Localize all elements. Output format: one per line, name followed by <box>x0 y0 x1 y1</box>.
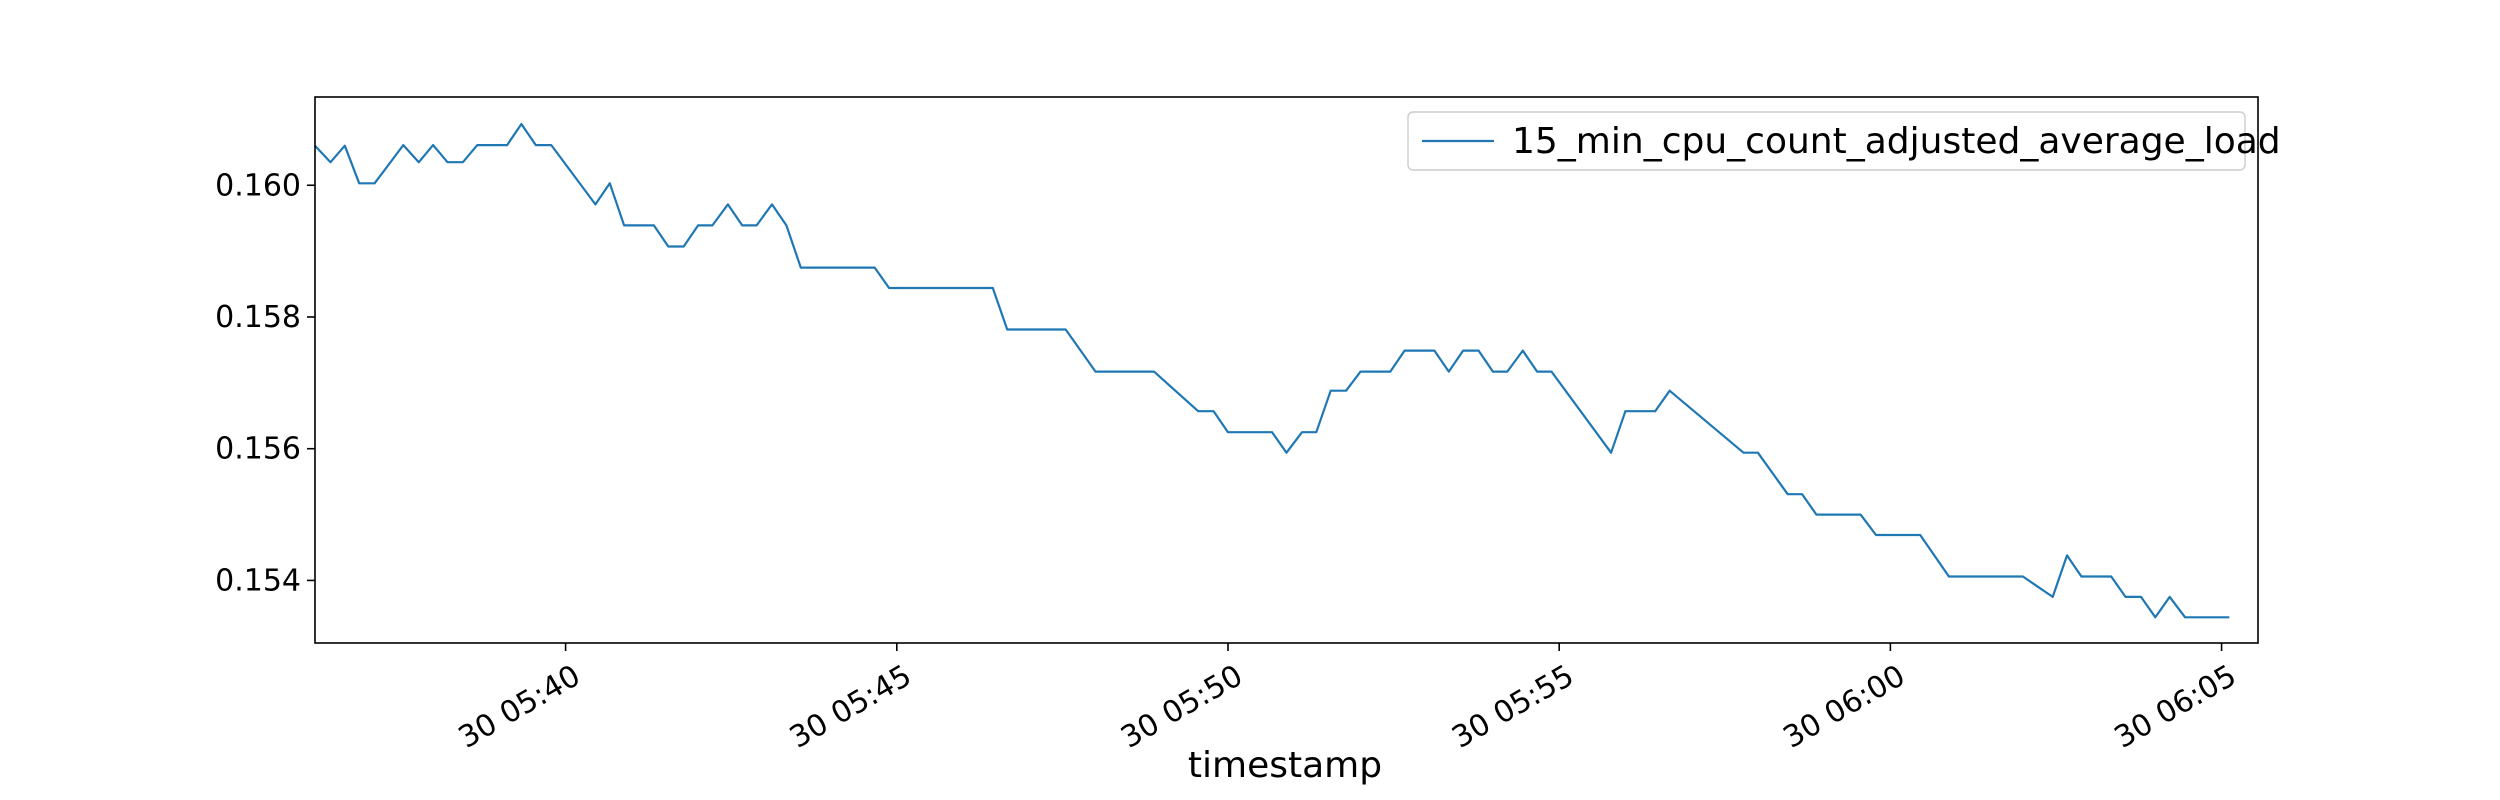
y-tick-label: 0.154 <box>215 563 301 598</box>
x-axis-title: timestamp <box>1188 745 1382 786</box>
series-line-0 <box>314 122 2230 619</box>
plot-frame <box>314 96 2259 644</box>
y-axis: 0.154 0.156 0.158 0.160 <box>215 168 315 598</box>
plot-area <box>314 96 2259 644</box>
legend: 15_min_cpu_count_adjusted_average_load <box>1407 111 2281 171</box>
legend-box <box>1407 111 2246 171</box>
legend-label: 15_min_cpu_count_adjusted_average_load <box>1512 121 2281 162</box>
y-tick-label: 0.156 <box>215 432 301 467</box>
y-tick-label: 0.158 <box>215 300 301 335</box>
y-tick-label: 0.160 <box>215 168 301 203</box>
